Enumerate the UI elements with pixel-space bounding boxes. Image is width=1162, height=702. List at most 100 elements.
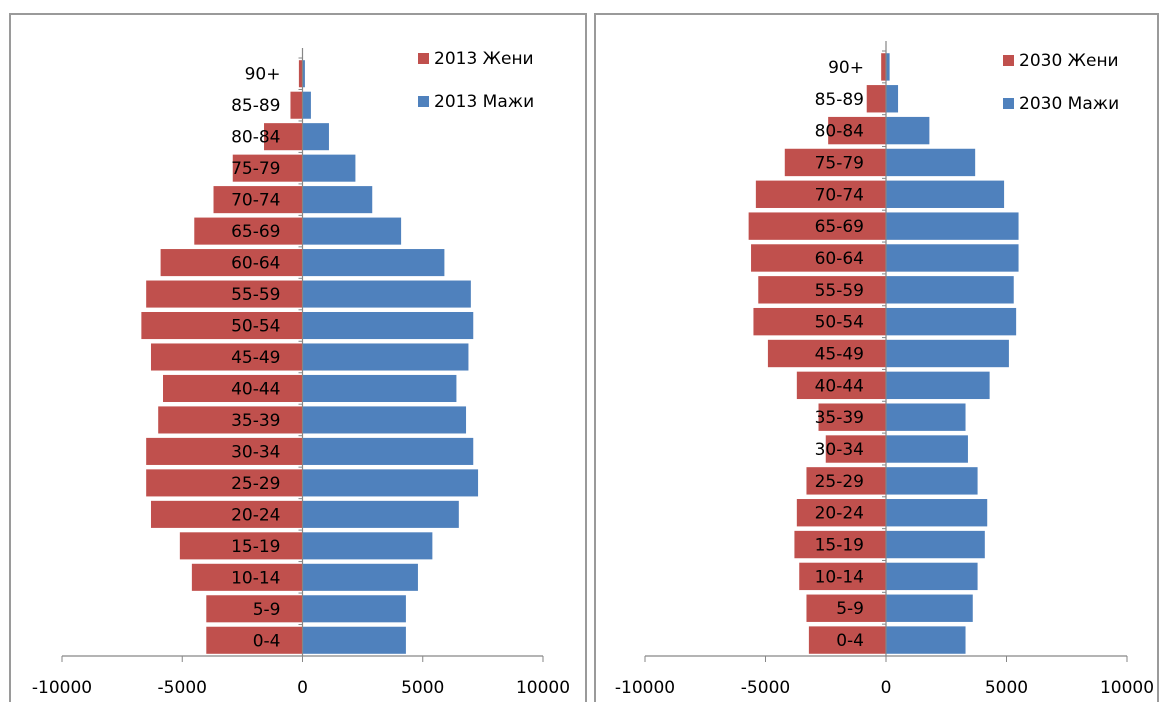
bar-women-85-89 <box>866 85 886 113</box>
legend-label: 2013 Мажи <box>434 92 534 112</box>
bar-men-25-29 <box>302 469 479 497</box>
bar-women-15-19 <box>794 530 886 559</box>
bar-men-90+ <box>302 60 305 88</box>
chart-panel-2013: 0-4 5-9 10-14 15-19 20-24 25-29 30-34 35-39 40-4… <box>9 13 587 702</box>
category-label: 10-14 <box>231 568 280 588</box>
category-label: 35-39 <box>231 411 280 431</box>
population-pyramid-2030: 0-4 5-9 10-14 15-19 20-24 25-29 30-34 35-39 40-4… <box>594 13 1159 702</box>
bar-women-25-29 <box>806 467 886 495</box>
category-label: 10-14 <box>815 567 864 587</box>
value-tick-label: 0 <box>881 678 892 698</box>
bar-men-10-14 <box>886 562 978 591</box>
bar-men-90+ <box>886 53 890 81</box>
bar-women-45-49 <box>150 343 303 371</box>
legend-swatch <box>418 53 429 64</box>
bar-men-70-74 <box>886 180 1005 208</box>
bar-women-50-54 <box>141 311 303 340</box>
category-label: 50-54 <box>815 313 864 333</box>
category-label: 30-34 <box>815 440 864 460</box>
category-label: 40-44 <box>815 376 864 396</box>
bar-women-75-79 <box>232 154 303 182</box>
category-label: 20-24 <box>231 505 280 525</box>
chart-panel-2030: 0-4 5-9 10-14 15-19 20-24 25-29 30-34 35-39 40-4… <box>593 0 1162 702</box>
bar-men-75-79 <box>302 154 356 182</box>
value-tick-label: -5000 <box>741 678 790 698</box>
bar-women-0-4 <box>206 626 303 654</box>
category-label: 45-49 <box>231 348 280 368</box>
category-label: 25-29 <box>231 474 280 494</box>
bar-women-55-59 <box>146 280 303 308</box>
value-tick-label: 5000 <box>985 678 1028 698</box>
bar-men-85-89 <box>302 91 311 119</box>
bar-men-65-69 <box>302 217 402 245</box>
bar-women-40-44 <box>163 374 303 403</box>
bar-women-20-24 <box>150 500 303 528</box>
value-tick-label: 0 <box>297 678 308 698</box>
bar-women-20-24 <box>796 499 886 527</box>
category-label: 80-84 <box>815 122 864 142</box>
value-tick-label: -5000 <box>158 678 207 698</box>
bar-women-35-39 <box>818 403 886 431</box>
category-label: 0-4 <box>253 631 281 651</box>
bar-women-60-64 <box>160 249 303 277</box>
bar-women-25-29 <box>146 469 303 497</box>
bar-men-30-34 <box>302 437 474 465</box>
category-label: 90+ <box>245 65 281 85</box>
bar-women-30-34 <box>825 435 886 463</box>
bar-women-30-34 <box>146 437 303 465</box>
bar-men-50-54 <box>302 311 474 340</box>
value-tick-label: 10000 <box>1100 678 1154 698</box>
category-label: 85-89 <box>231 96 280 116</box>
category-label: 75-79 <box>815 153 864 173</box>
bar-women-70-74 <box>755 180 886 208</box>
category-label: 5-9 <box>836 599 864 619</box>
category-label: 40-44 <box>231 379 280 399</box>
bar-men-15-19 <box>886 530 985 559</box>
legend-swatch <box>1003 55 1014 66</box>
legend-swatch <box>418 96 429 107</box>
category-label: 30-34 <box>231 442 280 462</box>
bar-men-50-54 <box>886 307 1017 336</box>
bar-men-5-9 <box>886 594 973 622</box>
bar-women-80-84 <box>828 116 886 145</box>
legend-label: 2030 Жени <box>1019 51 1119 71</box>
bar-men-80-84 <box>302 123 329 151</box>
category-label: 25-29 <box>815 472 864 492</box>
category-label: 35-39 <box>815 408 864 428</box>
bar-women-35-39 <box>158 406 303 434</box>
bar-women-70-74 <box>213 186 303 214</box>
bar-men-0-4 <box>302 626 406 654</box>
value-tick-label: -10000 <box>32 678 92 698</box>
bar-men-65-69 <box>886 212 1019 240</box>
bar-women-5-9 <box>806 594 886 622</box>
bar-men-30-34 <box>886 435 968 463</box>
category-label: 55-59 <box>815 281 864 301</box>
bar-men-10-14 <box>302 563 418 591</box>
category-label: 0-4 <box>836 631 864 651</box>
legend-swatch <box>1003 98 1014 109</box>
category-label: 15-19 <box>815 536 864 556</box>
category-label: 70-74 <box>231 191 280 211</box>
bar-men-20-24 <box>886 499 988 527</box>
bar-men-45-49 <box>886 339 1009 368</box>
chart-frame <box>594 13 1159 702</box>
bar-men-80-84 <box>886 116 930 145</box>
bar-women-65-69 <box>194 217 303 245</box>
category-label: 75-79 <box>231 159 280 179</box>
category-label: 60-64 <box>231 254 280 274</box>
bar-men-40-44 <box>302 374 457 403</box>
bar-women-0-4 <box>808 626 886 654</box>
bar-women-60-64 <box>751 244 886 272</box>
legend-label: 2013 Жени <box>434 49 534 69</box>
category-label: 60-64 <box>815 249 864 269</box>
bar-women-15-19 <box>179 532 303 560</box>
bar-men-60-64 <box>886 244 1019 272</box>
bar-women-50-54 <box>753 307 886 336</box>
bar-men-35-39 <box>302 406 467 434</box>
population-pyramid-2013: 0-4 5-9 10-14 15-19 20-24 25-29 30-34 35-39 40-4… <box>9 13 587 702</box>
bar-men-40-44 <box>886 371 990 400</box>
bar-women-90+ <box>298 60 303 88</box>
bar-men-75-79 <box>886 148 976 177</box>
bar-men-70-74 <box>302 186 373 214</box>
bar-men-15-19 <box>302 532 433 560</box>
